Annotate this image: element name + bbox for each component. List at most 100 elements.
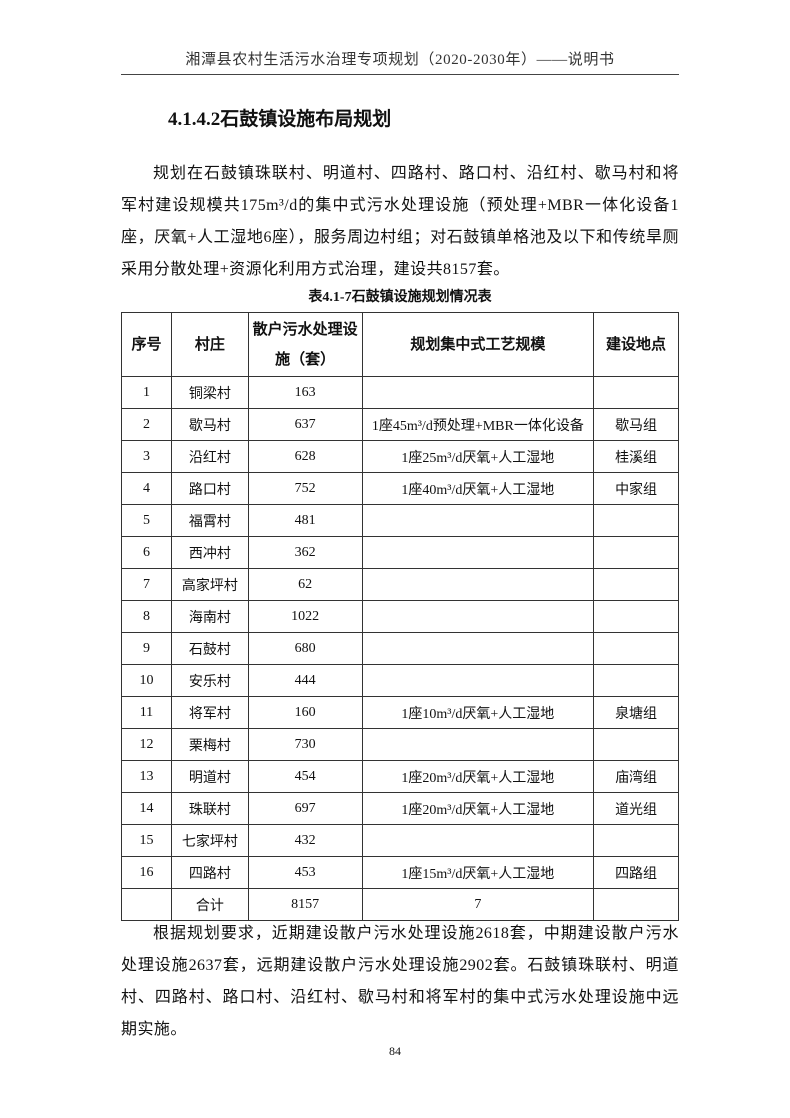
cell-location: 中家组 — [593, 472, 679, 505]
table-row: 14 珠联村 697 1座20m³/d厌氧+人工湿地 道光组 — [121, 792, 679, 825]
cell-dispersed: 8157 — [247, 888, 363, 921]
table-row: 12 栗梅村 730 — [121, 728, 679, 761]
cell-village: 西冲村 — [170, 536, 249, 569]
cell-dispersed: 362 — [247, 536, 363, 569]
header-village: 村庄 — [170, 312, 249, 377]
table-row: 2 歇马村 637 1座45m³/d预处理+MBR一体化设备 歇马组 — [121, 408, 679, 441]
cell-centralized — [361, 632, 595, 665]
cell-centralized: 1座45m³/d预处理+MBR一体化设备 — [361, 408, 595, 441]
cell-index — [121, 888, 172, 921]
cell-village: 石鼓村 — [170, 632, 249, 665]
cell-village: 将军村 — [170, 696, 249, 729]
cell-village: 明道村 — [170, 760, 249, 793]
cell-location — [593, 600, 679, 633]
table-row: 15 七家坪村 432 — [121, 824, 679, 857]
cell-index: 5 — [121, 504, 172, 537]
cell-centralized — [361, 728, 595, 761]
cell-index: 12 — [121, 728, 172, 761]
cell-index: 2 — [121, 408, 172, 441]
cell-dispersed: 637 — [247, 408, 363, 441]
cell-centralized: 1座15m³/d厌氧+人工湿地 — [361, 856, 595, 889]
cell-village: 珠联村 — [170, 792, 249, 825]
cell-index: 16 — [121, 856, 172, 889]
cell-index: 9 — [121, 632, 172, 665]
cell-centralized: 1座40m³/d厌氧+人工湿地 — [361, 472, 595, 505]
table-row: 16 四路村 453 1座15m³/d厌氧+人工湿地 四路组 — [121, 856, 679, 889]
cell-location — [593, 536, 679, 569]
table-row: 11 将军村 160 1座10m³/d厌氧+人工湿地 泉塘组 — [121, 696, 679, 729]
cell-dispersed: 752 — [247, 472, 363, 505]
table-row: 4 路口村 752 1座40m³/d厌氧+人工湿地 中家组 — [121, 472, 679, 505]
cell-location — [593, 824, 679, 857]
page-number: 84 — [389, 1044, 401, 1058]
table-row: 3 沿红村 628 1座25m³/d厌氧+人工湿地 桂溪组 — [121, 440, 679, 473]
cell-index: 4 — [121, 472, 172, 505]
cell-centralized — [361, 536, 595, 569]
cell-centralized: 1座10m³/d厌氧+人工湿地 — [361, 696, 595, 729]
table-row: 6 西冲村 362 — [121, 536, 679, 569]
cell-village: 四路村 — [170, 856, 249, 889]
cell-location: 道光组 — [593, 792, 679, 825]
header-centralized-scale: 规划集中式工艺规模 — [361, 312, 595, 377]
summary-paragraph: 根据规划要求，近期建设散户污水处理设施2618套，中期建设散户污水处理设施263… — [121, 925, 679, 1038]
cell-centralized — [361, 600, 595, 633]
cell-village: 路口村 — [170, 472, 249, 505]
table-header-row: 序号 村庄 散户污水处理设施（套） 规划集中式工艺规模 建设地点 — [121, 312, 679, 377]
facility-plan-table: 序号 村庄 散户污水处理设施（套） 规划集中式工艺规模 建设地点 1 铜梁村 163… — [121, 312, 679, 921]
table-row: 5 福霄村 481 — [121, 504, 679, 537]
cell-dispersed: 454 — [247, 760, 363, 793]
cell-dispersed: 432 — [247, 824, 363, 857]
cell-dispersed: 453 — [247, 856, 363, 889]
cell-centralized — [361, 504, 595, 537]
cell-village: 合计 — [170, 888, 249, 921]
cell-location — [593, 376, 679, 409]
header-location: 建设地点 — [593, 312, 679, 377]
cell-dispersed: 160 — [247, 696, 363, 729]
intro-paragraph: 规划在石鼓镇珠联村、明道村、四路村、路口村、沿红村、歇马村和将军村建设规模共17… — [121, 165, 679, 278]
cell-centralized: 1座25m³/d厌氧+人工湿地 — [361, 440, 595, 473]
cell-centralized — [361, 568, 595, 601]
table-row: 13 明道村 454 1座20m³/d厌氧+人工湿地 庙湾组 — [121, 760, 679, 793]
cell-village: 铜梁村 — [170, 376, 249, 409]
cell-location: 桂溪组 — [593, 440, 679, 473]
header-dispersed-facilities: 散户污水处理设施（套） — [247, 312, 363, 377]
cell-dispersed: 1022 — [247, 600, 363, 633]
cell-index: 15 — [121, 824, 172, 857]
cell-index: 14 — [121, 792, 172, 825]
cell-village: 福霄村 — [170, 504, 249, 537]
cell-village: 沿红村 — [170, 440, 249, 473]
cell-index: 1 — [121, 376, 172, 409]
cell-dispersed: 163 — [247, 376, 363, 409]
cell-village: 歇马村 — [170, 408, 249, 441]
cell-index: 3 — [121, 440, 172, 473]
cell-index: 10 — [121, 664, 172, 697]
cell-centralized: 1座20m³/d厌氧+人工湿地 — [361, 760, 595, 793]
cell-village: 七家坪村 — [170, 824, 249, 857]
table-caption: 表4.1-7石鼓镇设施规划情况表 — [308, 290, 492, 305]
cell-index: 8 — [121, 600, 172, 633]
cell-location — [593, 888, 679, 921]
cell-dispersed: 680 — [247, 632, 363, 665]
cell-dispersed: 730 — [247, 728, 363, 761]
table-row: 8 海南村 1022 — [121, 600, 679, 633]
cell-dispersed: 481 — [247, 504, 363, 537]
cell-index: 6 — [121, 536, 172, 569]
cell-centralized: 7 — [361, 888, 595, 921]
table-row: 10 安乐村 444 — [121, 664, 679, 697]
cell-location — [593, 568, 679, 601]
header-index: 序号 — [121, 312, 172, 377]
cell-centralized: 1座20m³/d厌氧+人工湿地 — [361, 792, 595, 825]
cell-location: 歇马组 — [593, 408, 679, 441]
table-row: 1 铜梁村 163 — [121, 376, 679, 409]
table-row: 7 高家坪村 62 — [121, 568, 679, 601]
table-row: 9 石鼓村 680 — [121, 632, 679, 665]
cell-village: 栗梅村 — [170, 728, 249, 761]
cell-location: 泉塘组 — [593, 696, 679, 729]
cell-location: 庙湾组 — [593, 760, 679, 793]
running-header: 湘潭县农村生活污水治理专项规划（2020-2030年）——说明书 — [185, 52, 615, 68]
cell-centralized — [361, 824, 595, 857]
cell-location — [593, 664, 679, 697]
cell-centralized — [361, 376, 595, 409]
cell-village: 高家坪村 — [170, 568, 249, 601]
cell-dispersed: 628 — [247, 440, 363, 473]
